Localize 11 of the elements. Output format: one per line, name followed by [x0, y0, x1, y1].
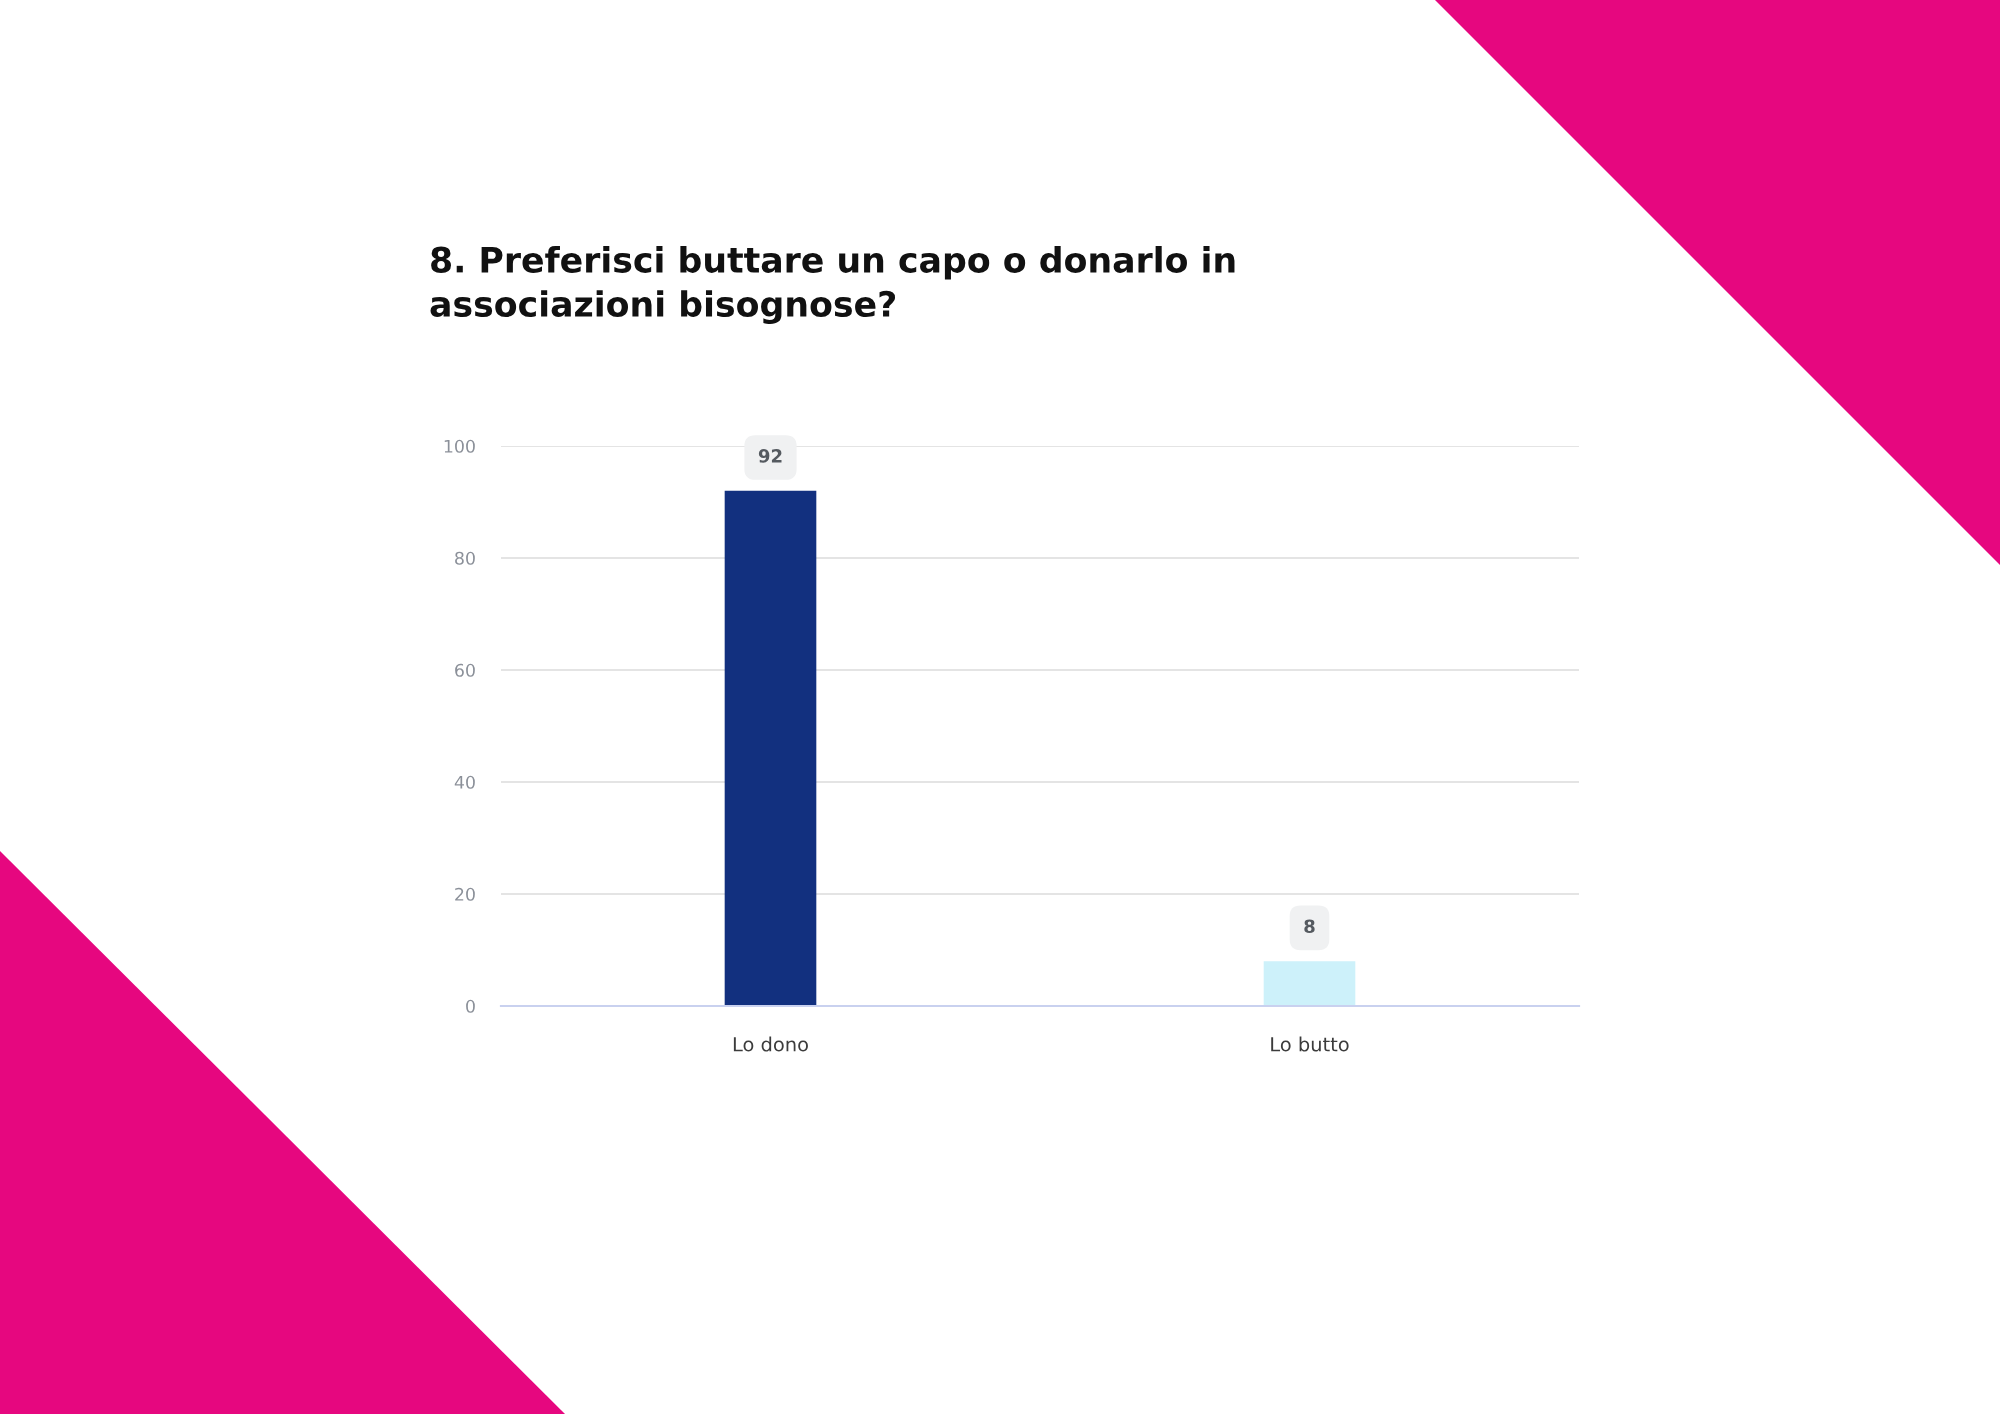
- x-tick-label: Lo dono: [733, 1036, 808, 1052]
- data-label: 8: [1304, 919, 1315, 934]
- data-label: 92: [758, 449, 782, 463]
- x-tick-label: Lo butto: [1271, 1036, 1349, 1052]
- y-tick-label: 40: [454, 775, 475, 789]
- chart-title: 8. Preferisci buttare un capo o donarlo in associazioni bisognose?: [430, 246, 1235, 325]
- y-tick-label: 100: [444, 439, 475, 453]
- y-tick-label: 20: [455, 887, 475, 901]
- y-tick-label: 60: [455, 663, 475, 677]
- y-tick-label: 80: [455, 551, 475, 565]
- y-tick-label: 0: [466, 999, 475, 1013]
